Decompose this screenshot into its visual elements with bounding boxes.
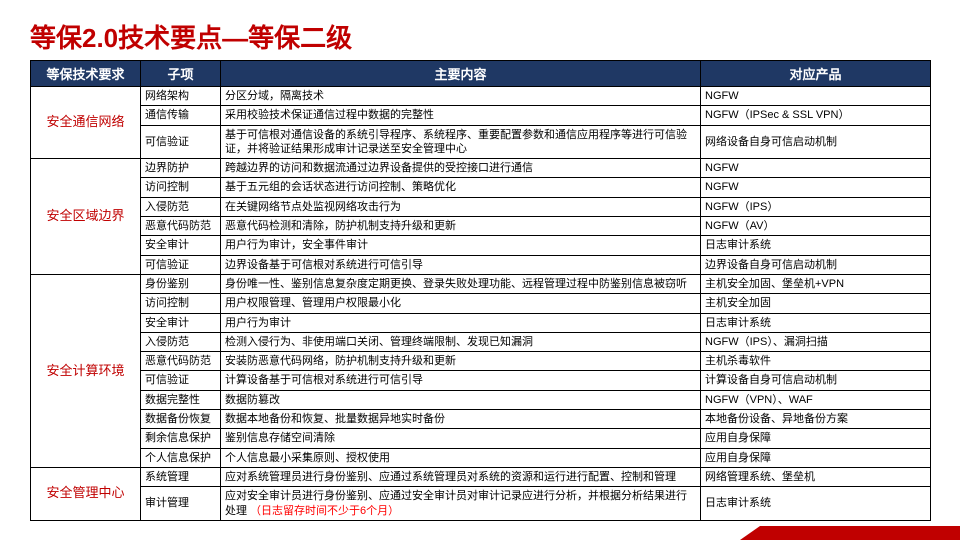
content-cell: 用户行为审计，安全事件审计 <box>221 236 701 255</box>
product-cell: NGFW（IPS） <box>701 197 931 216</box>
subitem-cell: 可信验证 <box>141 371 221 390</box>
subitem-cell: 身份鉴别 <box>141 274 221 293</box>
category-cell: 安全区域边界 <box>31 159 141 275</box>
content-cell: 个人信息最小采集原则、授权使用 <box>221 448 701 467</box>
table-row: 安全通信网络网络架构分区分域，隔离技术NGFW <box>31 87 931 106</box>
table-row: 安全计算环境身份鉴别身份唯一性、鉴别信息复杂度定期更换、登录失败处理功能、远程管… <box>31 274 931 293</box>
content-cell: 计算设备基于可信根对系统进行可信引导 <box>221 371 701 390</box>
subitem-cell: 数据完整性 <box>141 390 221 409</box>
table-row: 可信验证基于可信根对通信设备的系统引导程序、系统程序、重要配置参数和通信应用程序… <box>31 125 931 159</box>
product-cell: NGFW <box>701 87 931 106</box>
product-cell: NGFW（VPN）、WAF <box>701 390 931 409</box>
subitem-cell: 可信验证 <box>141 125 221 159</box>
category-cell: 安全通信网络 <box>31 87 141 159</box>
content-cell: 数据本地备份和恢复、批量数据异地实时备份 <box>221 410 701 429</box>
col-header-product: 对应产品 <box>701 61 931 87</box>
content-cell: 分区分域，隔离技术 <box>221 87 701 106</box>
requirements-table: 等保技术要求 子项 主要内容 对应产品 安全通信网络网络架构分区分域，隔离技术N… <box>30 60 931 521</box>
table-row: 通信传输采用校验技术保证通信过程中数据的完整性NGFW（IPSec & SSL … <box>31 106 931 125</box>
subitem-cell: 系统管理 <box>141 467 221 486</box>
content-cell: 跨越边界的访问和数据流通过边界设备提供的受控接口进行通信 <box>221 159 701 178</box>
table-row: 数据备份恢复数据本地备份和恢复、批量数据异地实时备份本地备份设备、异地备份方案 <box>31 410 931 429</box>
category-cell: 安全管理中心 <box>31 467 141 520</box>
table-row: 可信验证边界设备基于可信根对系统进行可信引导边界设备自身可信启动机制 <box>31 255 931 274</box>
table-row: 审计管理应对安全审计员进行身份鉴别、应通过安全审计员对审计记录应进行分析，并根据… <box>31 487 931 521</box>
content-cell: 应对系统管理员进行身份鉴别、应通过系统管理员对系统的资源和运行进行配置、控制和管… <box>221 467 701 486</box>
table-wrapper: 等保技术要求 子项 主要内容 对应产品 安全通信网络网络架构分区分域，隔离技术N… <box>30 60 930 521</box>
table-row: 剩余信息保护鉴别信息存储空间清除应用自身保障 <box>31 429 931 448</box>
table-row: 入侵防范检测入侵行为、非使用端口关闭、管理终端限制、发现已知漏洞NGFW（IPS… <box>31 332 931 351</box>
content-cell: 采用校验技术保证通信过程中数据的完整性 <box>221 106 701 125</box>
highlight-text: （日志留存时间不少于6个月） <box>247 505 399 517</box>
subitem-cell: 审计管理 <box>141 487 221 521</box>
subitem-cell: 边界防护 <box>141 159 221 178</box>
content-cell: 用户权限管理、管理用户权限最小化 <box>221 294 701 313</box>
table-row: 可信验证计算设备基于可信根对系统进行可信引导计算设备自身可信启动机制 <box>31 371 931 390</box>
product-cell: NGFW（AV） <box>701 217 931 236</box>
subitem-cell: 访问控制 <box>141 178 221 197</box>
col-header-category: 等保技术要求 <box>31 61 141 87</box>
content-cell: 应对安全审计员进行身份鉴别、应通过安全审计员对审计记录应进行分析，并根据分析结果… <box>221 487 701 521</box>
footer-accent <box>740 522 960 540</box>
product-cell: 日志审计系统 <box>701 313 931 332</box>
subitem-cell: 网络架构 <box>141 87 221 106</box>
table-row: 数据完整性数据防篡改NGFW（VPN）、WAF <box>31 390 931 409</box>
product-cell: 网络管理系统、堡垒机 <box>701 467 931 486</box>
content-cell: 恶意代码检测和清除，防护机制支持升级和更新 <box>221 217 701 236</box>
subitem-cell: 个人信息保护 <box>141 448 221 467</box>
col-header-subitem: 子项 <box>141 61 221 87</box>
product-cell: 日志审计系统 <box>701 487 931 521</box>
content-cell: 安装防恶意代码网络，防护机制支持升级和更新 <box>221 352 701 371</box>
table-row: 访问控制用户权限管理、管理用户权限最小化主机安全加固 <box>31 294 931 313</box>
table-row: 个人信息保护个人信息最小采集原则、授权使用应用自身保障 <box>31 448 931 467</box>
subitem-cell: 恶意代码防范 <box>141 217 221 236</box>
table-row: 恶意代码防范安装防恶意代码网络，防护机制支持升级和更新主机杀毒软件 <box>31 352 931 371</box>
subitem-cell: 数据备份恢复 <box>141 410 221 429</box>
table-row: 访问控制基于五元组的会话状态进行访问控制、策略优化NGFW <box>31 178 931 197</box>
content-cell: 检测入侵行为、非使用端口关闭、管理终端限制、发现已知漏洞 <box>221 332 701 351</box>
subitem-cell: 通信传输 <box>141 106 221 125</box>
product-cell: NGFW（IPSec & SSL VPN） <box>701 106 931 125</box>
content-cell: 鉴别信息存储空间清除 <box>221 429 701 448</box>
product-cell: 日志审计系统 <box>701 236 931 255</box>
subitem-cell: 访问控制 <box>141 294 221 313</box>
subitem-cell: 入侵防范 <box>141 197 221 216</box>
product-cell: 主机安全加固、堡垒机+VPN <box>701 274 931 293</box>
col-header-content: 主要内容 <box>221 61 701 87</box>
table-row: 安全审计用户行为审计，安全事件审计日志审计系统 <box>31 236 931 255</box>
product-cell: 本地备份设备、异地备份方案 <box>701 410 931 429</box>
product-cell: NGFW <box>701 159 931 178</box>
subitem-cell: 可信验证 <box>141 255 221 274</box>
content-cell: 在关键网络节点处监视网络攻击行为 <box>221 197 701 216</box>
subitem-cell: 恶意代码防范 <box>141 352 221 371</box>
content-cell: 数据防篡改 <box>221 390 701 409</box>
product-cell: NGFW（IPS）、漏洞扫描 <box>701 332 931 351</box>
product-cell: 边界设备自身可信启动机制 <box>701 255 931 274</box>
content-cell: 基于可信根对通信设备的系统引导程序、系统程序、重要配置参数和通信应用程序等进行可… <box>221 125 701 159</box>
table-row: 恶意代码防范恶意代码检测和清除，防护机制支持升级和更新NGFW（AV） <box>31 217 931 236</box>
subitem-cell: 安全审计 <box>141 236 221 255</box>
subitem-cell: 安全审计 <box>141 313 221 332</box>
table-row: 安全管理中心系统管理应对系统管理员进行身份鉴别、应通过系统管理员对系统的资源和运… <box>31 467 931 486</box>
product-cell: 网络设备自身可信启动机制 <box>701 125 931 159</box>
subitem-cell: 入侵防范 <box>141 332 221 351</box>
product-cell: 主机安全加固 <box>701 294 931 313</box>
product-cell: NGFW <box>701 178 931 197</box>
content-cell: 边界设备基于可信根对系统进行可信引导 <box>221 255 701 274</box>
subitem-cell: 剩余信息保护 <box>141 429 221 448</box>
table-row: 入侵防范在关键网络节点处监视网络攻击行为NGFW（IPS） <box>31 197 931 216</box>
content-cell: 身份唯一性、鉴别信息复杂度定期更换、登录失败处理功能、远程管理过程中防鉴别信息被… <box>221 274 701 293</box>
product-cell: 应用自身保障 <box>701 448 931 467</box>
product-cell: 计算设备自身可信启动机制 <box>701 371 931 390</box>
content-cell: 用户行为审计 <box>221 313 701 332</box>
table-header-row: 等保技术要求 子项 主要内容 对应产品 <box>31 61 931 87</box>
category-cell: 安全计算环境 <box>31 274 141 467</box>
product-cell: 应用自身保障 <box>701 429 931 448</box>
page-title: 等保2.0技术要点—等保二级 <box>30 18 352 55</box>
table-row: 安全区域边界边界防护跨越边界的访问和数据流通过边界设备提供的受控接口进行通信NG… <box>31 159 931 178</box>
product-cell: 主机杀毒软件 <box>701 352 931 371</box>
content-cell: 基于五元组的会话状态进行访问控制、策略优化 <box>221 178 701 197</box>
table-row: 安全审计用户行为审计日志审计系统 <box>31 313 931 332</box>
